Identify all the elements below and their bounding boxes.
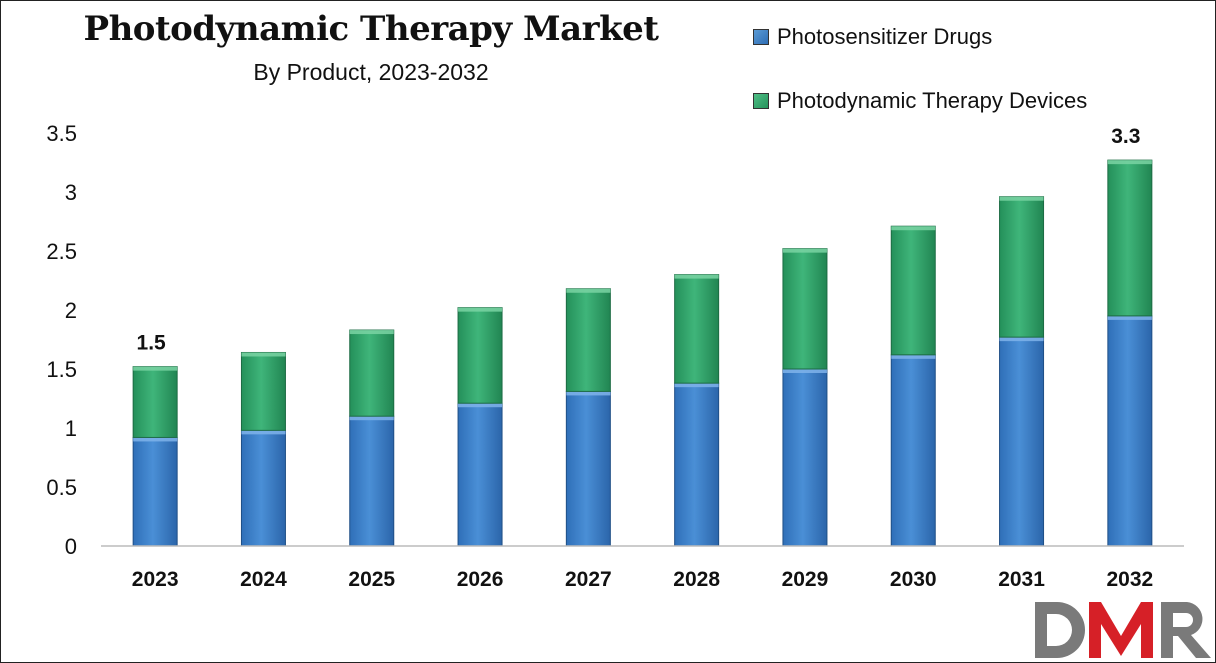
y-tick-label: 1 — [65, 416, 77, 441]
legend-item-devices: Photodynamic Therapy Devices — [753, 87, 1087, 115]
bar-devices-2029 — [782, 248, 828, 370]
bar-cap-drugs-2032 — [1107, 315, 1152, 320]
bar-devices-2026 — [457, 307, 503, 404]
x-tick-label: 2032 — [1106, 568, 1153, 591]
bar-cap-drugs-2027 — [566, 391, 611, 396]
bar-cap-devices-2031 — [999, 196, 1044, 201]
x-tick-label: 2030 — [890, 568, 937, 591]
bar-devices-2028 — [674, 274, 720, 384]
bar-devices-2027 — [565, 288, 611, 392]
legend-label-devices: Photodynamic Therapy Devices — [777, 88, 1088, 113]
bar-devices-2024 — [240, 351, 286, 431]
bar-cap-devices-2027 — [566, 288, 611, 293]
bar-cap-devices-2026 — [458, 307, 503, 312]
bar-cap-devices-2032 — [1107, 160, 1152, 165]
bar-devices-2032 — [1107, 159, 1153, 317]
y-tick-label: 0 — [65, 534, 77, 559]
bar-drugs-2030 — [890, 354, 936, 547]
legend: Photosensitizer Drugs Photodynamic Thera… — [753, 23, 1087, 151]
x-tick-label: 2027 — [565, 568, 612, 591]
legend-swatch-drugs — [753, 29, 769, 45]
data-label-2023: 1.5 — [137, 332, 167, 355]
bar-cap-drugs-2023 — [133, 437, 178, 442]
legend-swatch-devices — [753, 93, 769, 109]
bar-cap-drugs-2030 — [891, 354, 936, 359]
dmr-logo — [1035, 602, 1211, 658]
bar-drugs-2024 — [240, 429, 286, 547]
y-tick-label: 2.5 — [46, 239, 77, 264]
bar-drugs-2029 — [782, 368, 828, 547]
bar-cap-devices-2030 — [891, 226, 936, 231]
bar-cap-drugs-2024 — [241, 430, 286, 435]
bar-cap-devices-2025 — [349, 330, 394, 335]
x-tick-label: 2026 — [457, 568, 504, 591]
y-tick-label: 0.5 — [46, 475, 77, 500]
y-tick-label: 3 — [65, 180, 77, 205]
bar-cap-devices-2029 — [782, 248, 827, 253]
bar-devices-2025 — [349, 329, 395, 417]
y-tick-label: 3.5 — [46, 121, 77, 146]
chart-title: Photodynamic Therapy Market — [83, 9, 660, 49]
bar-drugs-2026 — [457, 402, 503, 547]
chart-subtitle: By Product, 2023-2032 — [253, 59, 489, 85]
x-tick-label: 2024 — [240, 568, 287, 591]
y-tick-label: 1.5 — [46, 357, 77, 382]
y-tick-label: 2 — [65, 298, 77, 323]
x-tick-label: 2028 — [673, 568, 720, 591]
bar-cap-devices-2028 — [674, 274, 719, 279]
x-tick-label: 2031 — [998, 568, 1045, 591]
bar-devices-2030 — [890, 225, 936, 356]
data-label-2032: 3.3 — [1111, 125, 1140, 148]
bar-drugs-2025 — [349, 415, 395, 547]
bar-cap-drugs-2029 — [782, 369, 827, 373]
bar-cap-drugs-2028 — [674, 383, 719, 388]
bar-cap-drugs-2025 — [349, 416, 394, 421]
x-tick-label: 2023 — [132, 568, 179, 591]
x-tick-label: 2029 — [782, 568, 829, 591]
bar-drugs-2031 — [999, 336, 1045, 547]
bar-cap-drugs-2031 — [999, 337, 1044, 342]
bar-drugs-2028 — [674, 382, 720, 547]
bar-cap-devices-2024 — [241, 352, 286, 357]
bar-drugs-2027 — [565, 390, 611, 547]
bar-devices-2023 — [132, 366, 178, 438]
bar-drugs-2032 — [1107, 315, 1153, 547]
bar-drugs-2023 — [132, 436, 178, 547]
bar-cap-devices-2023 — [133, 366, 178, 371]
x-tick-label: 2025 — [348, 568, 395, 591]
legend-item-drugs: Photosensitizer Drugs — [753, 23, 1087, 51]
bar-devices-2031 — [999, 196, 1045, 338]
bar-cap-drugs-2026 — [458, 403, 503, 408]
legend-label-drugs: Photosensitizer Drugs — [777, 24, 993, 49]
